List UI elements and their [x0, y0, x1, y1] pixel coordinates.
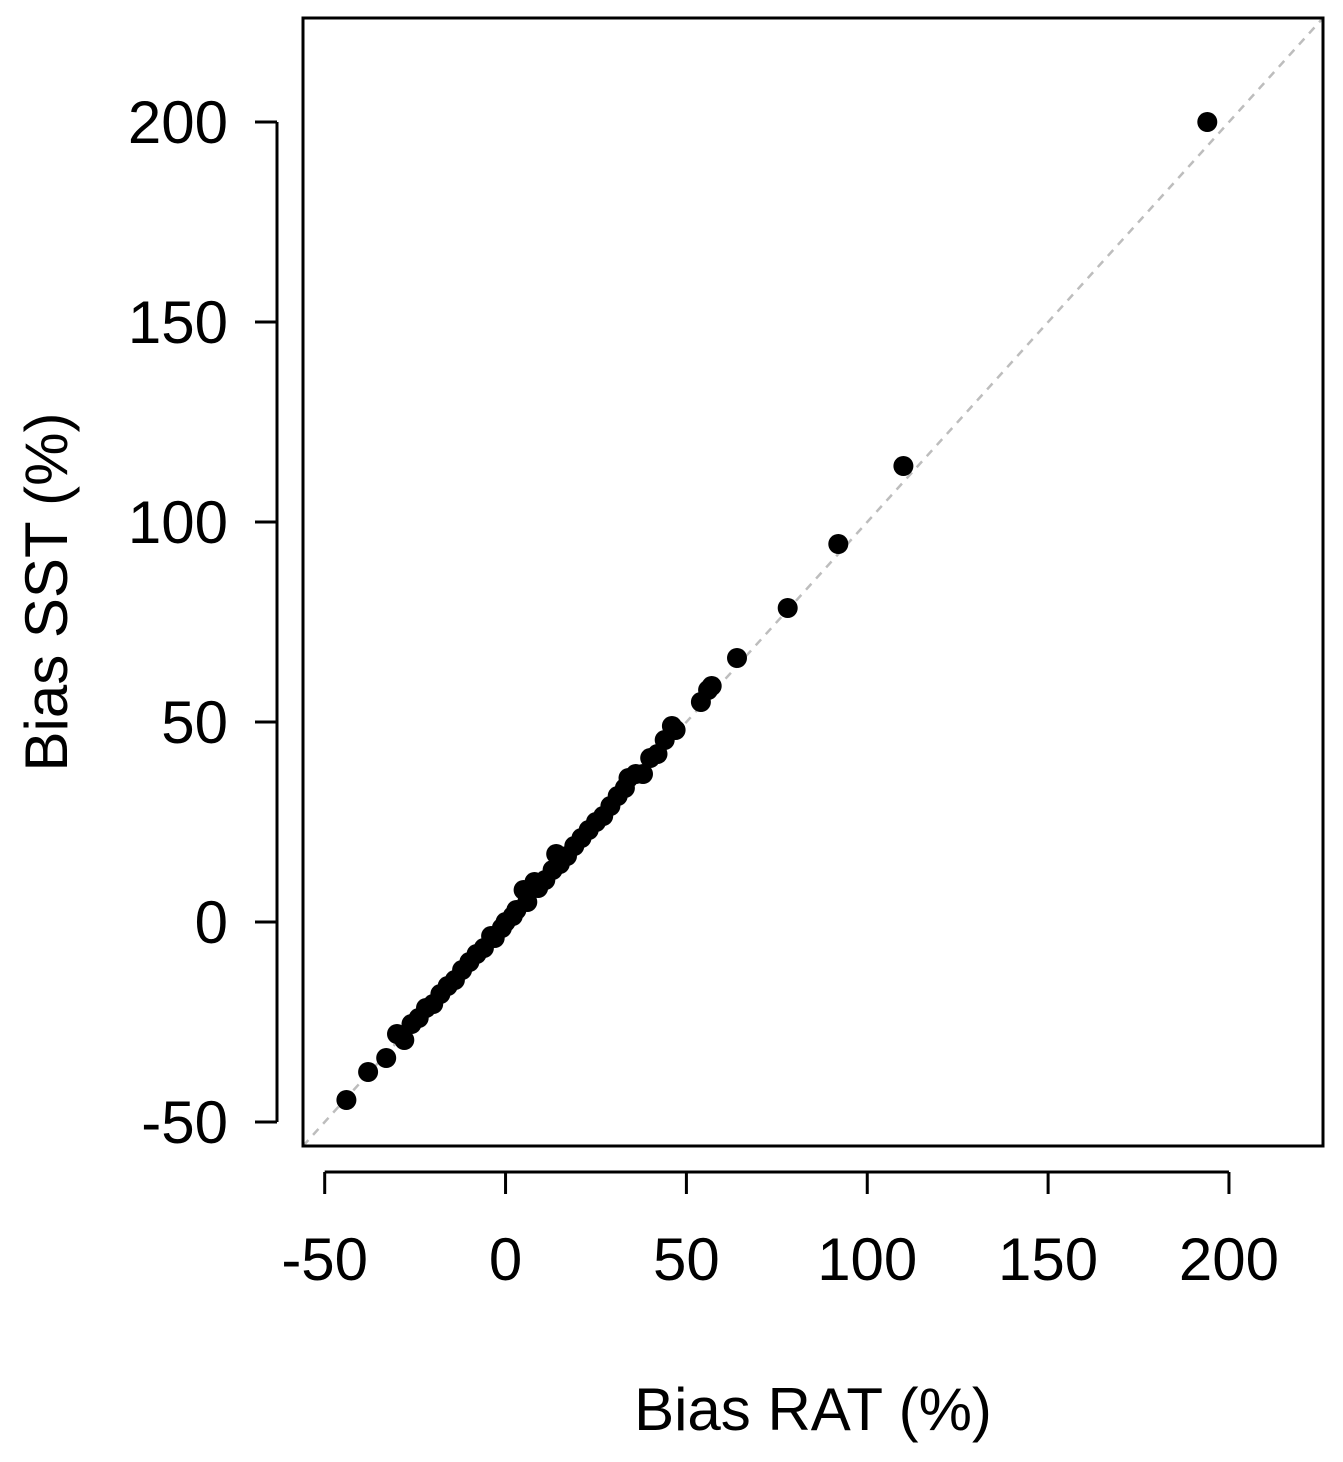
y-axis: -50 0 50 100 150 200: [128, 89, 279, 1156]
data-point: [394, 1030, 415, 1050]
data-point: [893, 456, 914, 476]
x-axis: -50 0 50 100 150 200: [281, 1170, 1279, 1293]
y-tick-label: 150: [128, 289, 228, 356]
data-point: [701, 676, 722, 696]
data-point: [727, 648, 747, 668]
data-point: [1197, 112, 1218, 132]
x-tick-label: 50: [653, 1226, 720, 1293]
data-point: [517, 892, 538, 912]
data-point: [376, 1048, 397, 1068]
data-point: [665, 720, 686, 740]
data-point: [777, 598, 798, 618]
data-point: [633, 764, 653, 784]
y-tick-label: 50: [161, 689, 228, 756]
identity-reference-line: [302, 17, 1324, 1147]
y-axis-title: Bias SST (%): [13, 413, 80, 772]
data-point: [828, 534, 849, 554]
y-axis-ticks: -50 0 50 100 150 200: [128, 89, 277, 1156]
y-tick-label: -50: [141, 1089, 228, 1156]
x-tick-label: 100: [817, 1226, 917, 1293]
x-tick-label: 150: [998, 1226, 1098, 1293]
y-tick-label: 200: [128, 89, 228, 156]
plot-frame: [301, 16, 1325, 1148]
y-tick-label: 0: [195, 889, 228, 956]
x-axis-title: Bias RAT (%): [634, 1376, 992, 1443]
x-tick-label: 0: [489, 1226, 522, 1293]
x-tick-label: -50: [281, 1226, 368, 1293]
y-tick-label: 100: [128, 489, 228, 556]
data-points: [336, 112, 1218, 1110]
x-tick-label: 200: [1179, 1226, 1279, 1293]
data-point: [336, 1090, 357, 1110]
x-axis-ticks: -50 0 50 100 150 200: [281, 1172, 1279, 1293]
data-point: [358, 1062, 379, 1082]
